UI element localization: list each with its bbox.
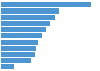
Bar [1,33,42,38]
Bar [1,2,90,7]
Bar [1,46,36,51]
Bar [1,64,14,69]
Bar [1,27,46,32]
Bar [1,40,38,45]
Bar [1,52,35,57]
Bar [1,58,31,63]
Bar [1,9,59,14]
Bar [1,21,50,26]
Bar [1,15,55,20]
